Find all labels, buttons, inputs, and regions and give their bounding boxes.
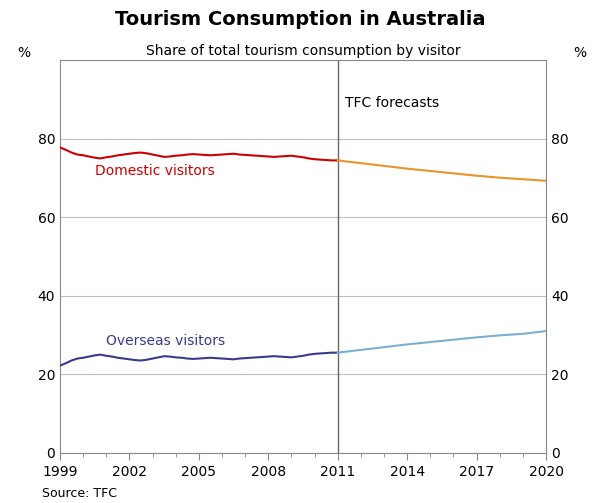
Text: Domestic visitors: Domestic visitors xyxy=(95,164,214,178)
Text: %: % xyxy=(574,46,587,60)
Text: TFC forecasts: TFC forecasts xyxy=(344,96,439,110)
Text: Tourism Consumption in Australia: Tourism Consumption in Australia xyxy=(115,10,485,29)
Title: Share of total tourism consumption by visitor: Share of total tourism consumption by vi… xyxy=(146,44,460,58)
Text: %: % xyxy=(17,46,30,60)
Text: Source: TFC: Source: TFC xyxy=(42,487,117,500)
Text: Overseas visitors: Overseas visitors xyxy=(106,334,226,348)
